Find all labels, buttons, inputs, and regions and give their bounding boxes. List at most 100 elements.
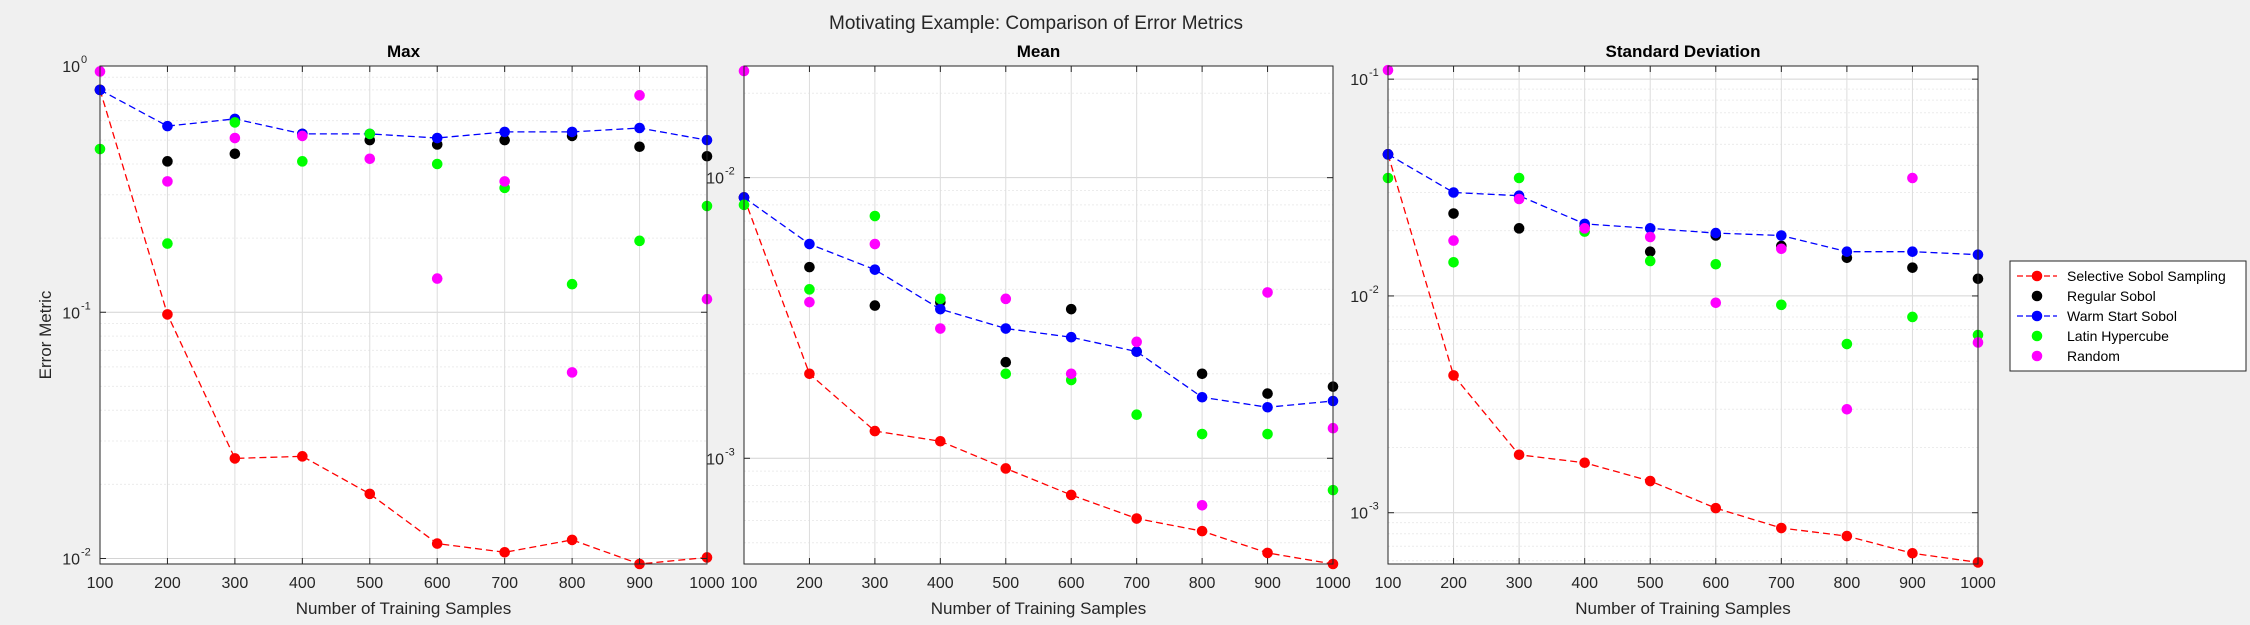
x-tick-label: 500 xyxy=(992,575,1019,592)
y-tick-base: 10 xyxy=(706,171,724,188)
y-tick-exponent: -3 xyxy=(725,446,735,458)
data-point xyxy=(431,538,443,549)
y-tick-exponent: -1 xyxy=(1369,67,1379,79)
x-tick-label: 200 xyxy=(1440,575,1467,592)
data-point xyxy=(1513,223,1525,234)
data-point xyxy=(499,126,510,138)
data-point xyxy=(1579,223,1590,234)
data-point xyxy=(1065,331,1077,343)
series-line-0 xyxy=(1387,154,1979,564)
series-group xyxy=(1382,64,1984,568)
data-point xyxy=(1196,499,1208,511)
y-tick-label: 10 -3 xyxy=(706,446,735,468)
data-point xyxy=(1907,262,1918,273)
data-point xyxy=(1000,356,1012,368)
data-point xyxy=(1907,246,1918,257)
y-tick-base: 10 xyxy=(706,451,724,468)
series-line-0 xyxy=(743,197,1334,565)
axes-box xyxy=(743,65,1334,565)
data-point xyxy=(1131,346,1142,357)
y-tick-label: 10 -1 xyxy=(62,300,91,322)
data-point xyxy=(1513,172,1525,184)
legend-entry: Selective Sobol Sampling xyxy=(2017,268,2226,284)
x-tick-label: 800 xyxy=(559,575,586,592)
data-point xyxy=(1841,403,1853,415)
legend-entry: Regular Sobol xyxy=(2031,288,2156,304)
data-point xyxy=(1907,547,1918,559)
y-tick-base: 10 xyxy=(1350,506,1368,523)
y-tick-label: 10 -1 xyxy=(1350,67,1379,89)
data-point xyxy=(1776,299,1787,311)
y-tick-label: 10 0 xyxy=(62,54,87,76)
x-tick-label: 300 xyxy=(862,575,889,592)
data-point xyxy=(804,368,815,380)
legend-entry: Warm Start Sobol xyxy=(2017,308,2177,324)
data-point xyxy=(869,300,881,311)
figure-title: Motivating Example: Comparison of Error … xyxy=(829,13,1243,34)
series-group xyxy=(94,66,713,570)
x-tick-label: 100 xyxy=(731,575,758,592)
grid xyxy=(1387,66,1979,564)
legend-entry: Random xyxy=(2031,348,2120,364)
data-point xyxy=(297,156,308,167)
data-point xyxy=(566,126,578,138)
panel-title: Max xyxy=(387,42,421,61)
legend-label: Latin Hypercube xyxy=(2067,328,2169,344)
figure-ylabel: Error Metric xyxy=(36,290,55,379)
data-point xyxy=(229,117,241,128)
y-tick-base: 10 xyxy=(1350,289,1368,306)
x-tick-label: 700 xyxy=(491,575,518,592)
data-point xyxy=(634,122,645,134)
panel-title: Mean xyxy=(1017,42,1060,61)
data-point xyxy=(935,293,946,305)
data-point xyxy=(869,425,881,437)
x-tick-label: 800 xyxy=(1189,575,1216,592)
data-point xyxy=(297,130,308,142)
data-point xyxy=(1262,547,1273,559)
data-point xyxy=(1644,475,1656,487)
data-point xyxy=(1448,235,1459,246)
x-tick-label: 1000 xyxy=(689,575,725,592)
data-point xyxy=(1644,246,1656,257)
data-point xyxy=(1513,449,1525,461)
legend-marker xyxy=(2031,270,2043,282)
axes-box xyxy=(1387,65,1979,565)
data-point xyxy=(804,238,815,250)
data-point xyxy=(1196,391,1208,403)
data-point xyxy=(1000,293,1012,305)
data-point xyxy=(1000,463,1012,474)
data-point xyxy=(499,546,510,558)
data-point xyxy=(1131,409,1142,420)
data-point xyxy=(1710,227,1722,239)
data-point xyxy=(1065,489,1077,501)
data-point xyxy=(869,238,881,250)
data-point xyxy=(1710,258,1722,270)
legend-label: Random xyxy=(2067,348,2120,364)
plot-area xyxy=(100,66,707,564)
x-tick-label: 200 xyxy=(154,575,181,592)
data-point xyxy=(1448,208,1459,219)
y-tick-exponent: -1 xyxy=(81,300,91,312)
data-point xyxy=(634,90,645,101)
axes-box xyxy=(99,65,708,565)
legend-label: Selective Sobol Sampling xyxy=(2067,268,2226,284)
data-point xyxy=(1196,368,1208,380)
data-point xyxy=(1262,287,1273,298)
legend-marker xyxy=(2031,330,2043,342)
x-tick-label: 300 xyxy=(1506,575,1533,592)
data-point xyxy=(229,453,241,464)
x-tick-label: 600 xyxy=(1058,575,1085,592)
data-point xyxy=(364,488,376,500)
data-point xyxy=(162,156,173,167)
y-tick-base: 10 xyxy=(62,59,80,76)
y-tick-label: 10 -2 xyxy=(706,166,735,188)
legend-marker xyxy=(2031,350,2043,362)
data-point xyxy=(1262,388,1273,399)
data-point xyxy=(499,134,510,146)
data-point xyxy=(1196,428,1208,440)
legend-label: Warm Start Sobol xyxy=(2067,308,2177,324)
data-point xyxy=(1776,522,1787,534)
data-point xyxy=(634,141,645,153)
